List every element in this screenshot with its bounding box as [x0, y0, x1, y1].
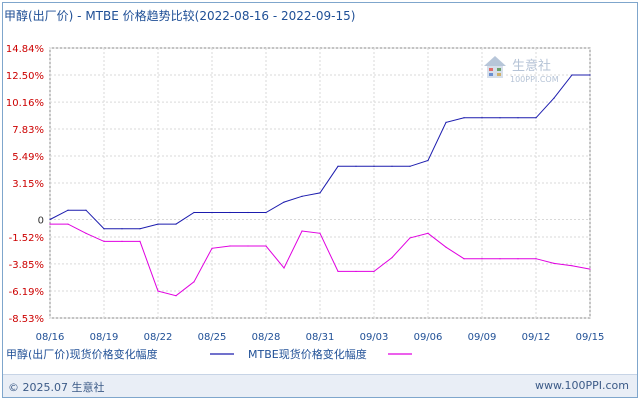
- series-2-point: [49, 223, 51, 225]
- x-tick-label: 08/28: [252, 332, 281, 343]
- watermark-url: 100PPI.COM: [510, 75, 559, 84]
- series-1-point: [445, 121, 447, 124]
- series-1-point: [175, 223, 177, 225]
- y-tick-labels: 14.84% 12.50% 10.16% 7.83% 5.49% 3.15% 0 -1.52%…: [6, 44, 44, 325]
- legend-label-1: 甲醇(出厂价)现货价格变化幅度: [6, 347, 158, 361]
- watermark-logo: 生意社 100PPI.COM: [484, 56, 559, 84]
- series-2-point: [193, 281, 195, 283]
- series-1-point: [337, 165, 339, 167]
- series-2-point: [247, 245, 249, 247]
- y-tick-label: 0: [38, 215, 44, 226]
- series-2-point: [283, 267, 285, 269]
- series-2-point: [409, 237, 411, 239]
- series-1-point: [67, 209, 69, 211]
- series-1-point: [373, 165, 375, 167]
- series-2-point: [229, 245, 231, 247]
- series-1-point: [247, 211, 249, 214]
- series-1-point: [283, 201, 285, 203]
- x-tick-label: 09/06: [414, 332, 443, 343]
- y-tick-label: 10.16%: [6, 98, 44, 109]
- series-2-point: [481, 258, 483, 260]
- x-tick-label: 09/03: [360, 332, 389, 343]
- footer-url[interactable]: www.100PPI.com: [535, 379, 629, 392]
- series-2-point: [355, 270, 357, 273]
- series-1-point: [49, 218, 51, 221]
- y-tick-label: -6.19%: [9, 287, 44, 298]
- footer-copyright: © 2025.07 生意社: [8, 381, 105, 394]
- x-tick-label: 08/31: [306, 332, 335, 343]
- series-1-point: [265, 211, 267, 214]
- series-2-point: [85, 232, 87, 234]
- series-2-point: [337, 270, 339, 273]
- series-2-point: [517, 258, 519, 260]
- y-tick-label: -3.85%: [9, 260, 44, 271]
- series-2-point: [373, 270, 375, 273]
- series-1-point: [463, 117, 465, 119]
- series-2-point: [301, 230, 303, 232]
- legend: 甲醇(出厂价)现货价格变化幅度 MTBE现货价格变化幅度: [6, 347, 412, 361]
- series-1-point: [589, 74, 591, 76]
- series-2-point: [157, 290, 159, 292]
- x-tick-label: 08/25: [198, 332, 227, 343]
- watermark-brand: 生意社: [512, 58, 551, 74]
- footer-bar: © 2025.07 生意社 www.100PPI.com: [3, 374, 637, 397]
- series-1-point: [319, 192, 321, 194]
- series-2-point: [139, 240, 141, 243]
- series-1-point: [553, 97, 555, 99]
- y-tick-label: 12.50%: [6, 71, 44, 82]
- series-2-point: [319, 232, 321, 234]
- series-1-point: [391, 165, 393, 167]
- series-1-point: [211, 211, 213, 214]
- series-2-point: [391, 256, 393, 259]
- y-tick-label: 3.15%: [12, 179, 44, 190]
- series-1-point: [517, 117, 519, 119]
- x-tick-label: 08/16: [36, 332, 65, 343]
- series-1-point: [157, 223, 159, 225]
- y-tick-label: 7.83%: [12, 125, 44, 136]
- series-1-point: [229, 211, 231, 214]
- y-tick-label: -8.53%: [9, 314, 44, 325]
- series-2-point: [427, 232, 429, 234]
- series-2-point: [175, 295, 177, 297]
- series-1-point: [85, 209, 87, 211]
- y-tick-label: 5.49%: [12, 152, 44, 163]
- x-tick-label: 08/19: [90, 332, 119, 343]
- y-tick-label: 14.84%: [6, 44, 44, 55]
- series-1-point: [481, 117, 483, 119]
- series-2-point: [535, 258, 537, 260]
- series-1-point: [301, 195, 303, 197]
- series-2-point: [463, 258, 465, 260]
- x-tick-labels: 08/16 08/19 08/22 08/25 08/28 08/31 09/03 09/06…: [36, 332, 605, 343]
- series-1-point: [103, 228, 105, 230]
- series-1-point: [193, 211, 195, 214]
- series-2-point: [103, 240, 105, 243]
- series-1-point: [535, 117, 537, 119]
- series-2-point: [553, 262, 555, 264]
- series-1-point: [355, 165, 357, 167]
- x-tick-label: 09/12: [522, 332, 551, 343]
- series-2-point: [589, 268, 591, 270]
- series-2-point: [211, 247, 213, 249]
- series-2-point: [121, 240, 123, 243]
- series-1-point: [121, 228, 123, 230]
- grid-layer: [49, 47, 591, 319]
- series-2-point: [571, 265, 573, 267]
- series-2-point: [499, 258, 501, 260]
- chart-title: 甲醇(出厂价) - MTBE 价格趋势比较(2022-08-16 - 2022-…: [4, 9, 356, 23]
- series-1-point: [139, 228, 141, 230]
- series-1-point: [427, 159, 429, 162]
- series-layer: [49, 74, 591, 297]
- series-1-point: [499, 117, 501, 119]
- y-tick-label: -1.52%: [9, 233, 44, 244]
- legend-label-2: MTBE现货价格变化幅度: [248, 347, 367, 361]
- series-2-point: [67, 223, 69, 225]
- series-1-point: [409, 165, 411, 167]
- x-tick-label: 08/22: [144, 332, 173, 343]
- series-1-point: [571, 74, 573, 76]
- x-tick-label: 09/15: [576, 332, 605, 343]
- series-2-point: [265, 245, 267, 247]
- x-tick-label: 09/09: [468, 332, 497, 343]
- series-2-point: [445, 246, 447, 248]
